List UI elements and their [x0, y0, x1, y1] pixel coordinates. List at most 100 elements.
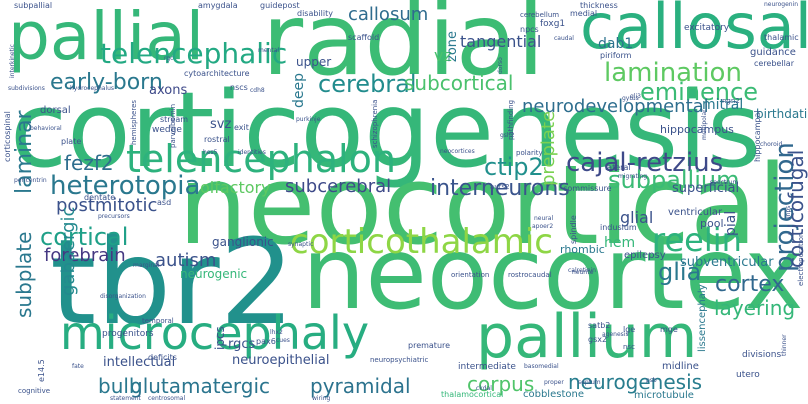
word-polarity: polarity	[516, 149, 543, 157]
word-microcephaly: microcephaly	[60, 306, 370, 360]
word-corticospinal: corticospinal	[3, 111, 12, 162]
word-neuroepithelial: neuroepithelial	[232, 353, 330, 368]
word-thalamic: thalamic	[764, 33, 799, 42]
word-spindle: spindle	[569, 215, 578, 244]
word-stream: stream	[160, 115, 189, 124]
word-multipolar: multipolar	[701, 109, 708, 140]
word-identities: identities	[238, 149, 266, 156]
word-neurogenic: neurogenic	[180, 267, 248, 281]
word-interneurons: interneurons	[430, 176, 570, 201]
word-callosal: callosal	[580, 0, 808, 63]
word-lge: lge	[623, 325, 636, 334]
word-neurodevelopmental: neurodevelopmental	[522, 96, 709, 117]
word-birthdating: birthdating	[756, 107, 808, 121]
word-deficits: deficits	[148, 353, 177, 362]
word-interkinetic: interkinetic	[9, 44, 16, 78]
word-radial: radial	[262, 0, 545, 98]
word-marginal: marginal	[133, 262, 160, 269]
word-disability: disability	[297, 9, 333, 18]
word-neurogenesis: neurogenesis	[568, 370, 703, 394]
word-cognitive: cognitive	[18, 387, 51, 395]
word-guidance: guidance	[750, 47, 796, 58]
word-postmitotic: postmitotic	[56, 195, 158, 216]
word-hippocampal: hippocampal	[753, 110, 762, 162]
word-tangential: tangential	[460, 32, 542, 51]
word-hippocampus: hippocampus	[660, 123, 734, 136]
word-lateral: lateral	[605, 163, 631, 172]
word-e14-5: e14.5	[37, 359, 46, 382]
word-dentate: dentate	[84, 193, 116, 202]
word-purkinje: purkinje	[296, 116, 321, 123]
word-cdh8: cdh8	[250, 87, 265, 94]
word-neural: neural	[534, 215, 554, 222]
word-forebrain: forebrain	[44, 245, 126, 266]
word-psb: psb	[646, 377, 657, 384]
word-proper: proper	[544, 379, 564, 386]
word-zone: zone	[445, 30, 460, 62]
word-spectrum: spectrum	[710, 179, 739, 186]
word-excitatory: excitatory	[684, 23, 730, 33]
word-subplate: subplate	[12, 231, 36, 318]
word-premature: premature	[408, 341, 451, 350]
word-thalamocortical: thalamocortical	[441, 390, 504, 399]
word-mitral: mitral	[702, 97, 744, 113]
word-ctip2: ctip2	[484, 153, 544, 181]
word-disorganization: disorganization	[100, 293, 146, 300]
word-hes5: hes5	[203, 149, 218, 156]
word-apoer2: apoer2	[532, 223, 554, 230]
word-subventricular: subventricular	[680, 255, 774, 270]
word-preplate: preplate	[538, 110, 559, 186]
word-microtubule: microtubule	[634, 390, 694, 401]
word-temporal: temporal	[142, 317, 174, 325]
word-cerebral: cerebral	[318, 70, 417, 98]
word-autism: autism	[155, 250, 217, 271]
word-rhombic: rhombic	[560, 243, 605, 256]
word-hydrocephalus: hydrocephalus	[70, 85, 115, 92]
word-hemispheres: hemispheres	[130, 99, 138, 145]
word-indusium: indusium	[600, 223, 637, 232]
word-ngn2: ngn2	[722, 97, 740, 105]
word-schizophrenia: schizophrenia	[371, 99, 379, 148]
word-rostrocaudal: rostrocaudal	[508, 271, 552, 279]
word-fezf2: fezf2	[64, 151, 114, 175]
word-nscs: nscs	[230, 83, 248, 92]
word-satb2: satb2	[588, 321, 611, 330]
word-pallial: pallial	[8, 0, 205, 75]
word-asd: asd	[157, 198, 172, 207]
word-guidepost: guidepost	[260, 1, 300, 10]
word-orientation: orientation	[451, 271, 490, 279]
word-ipcs: ipcs	[213, 326, 227, 350]
word-statement: statement	[110, 395, 141, 402]
word-cytoarchitecture: cytoarchitecture	[184, 69, 250, 78]
word-agenesis: agenesis	[602, 331, 629, 338]
word-neuropsychiatric: neuropsychiatric	[370, 356, 429, 364]
word-pial: pial	[723, 210, 739, 236]
word-foxg1: foxg1	[540, 19, 566, 29]
word-precursors: precursors	[98, 213, 130, 220]
word-axons: axons	[149, 83, 188, 98]
word-gli3: gli3	[630, 93, 641, 100]
word-neurite: neurite	[572, 269, 594, 276]
word-commissure: commissure	[563, 184, 612, 193]
word-dorso: dorso	[497, 57, 504, 74]
word-tbr2: tbr2	[50, 213, 295, 351]
word-migrating: migrating	[618, 173, 648, 180]
word-pool: pool	[700, 217, 724, 230]
word-nsc: nsc	[623, 343, 635, 351]
word-cobblestone: cobblestone	[523, 389, 584, 400]
word-bulb: bulb	[98, 374, 142, 398]
word-neocortical: neocortical	[178, 141, 788, 269]
word-dorsal: dorsal	[40, 105, 71, 116]
word-glutamatergic: glutamatergic	[130, 374, 271, 398]
word-parvalbumin: parvalbumin	[169, 103, 177, 148]
word-corticothalamic: corticothalamic	[290, 222, 554, 262]
word-vz: vz	[434, 46, 452, 65]
word-calretinin: calretinin	[568, 267, 596, 274]
word-fate: fate	[72, 363, 84, 370]
word-intellectual: intellectual	[103, 355, 176, 370]
word-svz: svz	[210, 117, 232, 132]
word-corpus: corpus	[467, 372, 535, 396]
word-gyrus: gyrus	[622, 95, 639, 102]
word-divisions: divisions	[742, 350, 782, 360]
